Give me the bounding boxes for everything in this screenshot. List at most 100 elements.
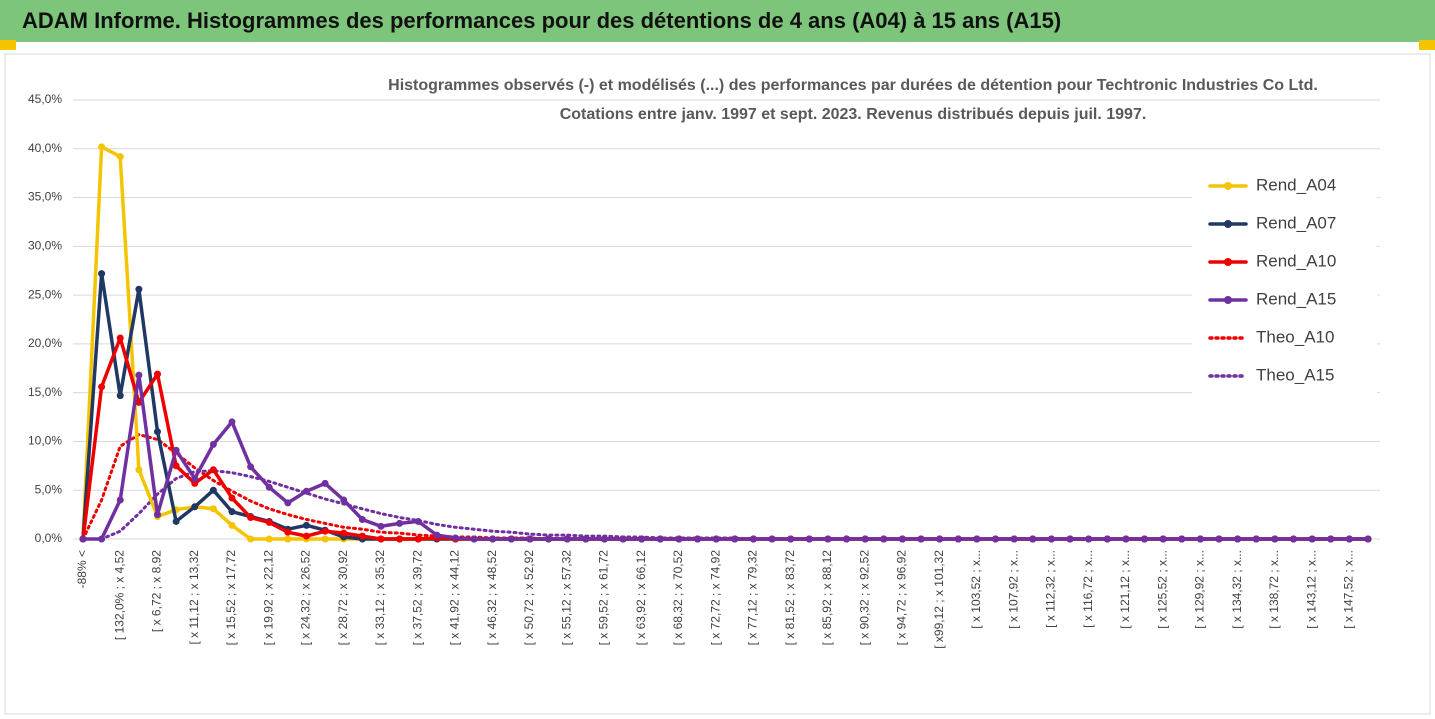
legend-label: Rend_A04	[1256, 175, 1336, 194]
x-tick-label: [ x 11,12 ; x 13,32	[187, 550, 201, 645]
legend-label: Theo_A15	[1256, 365, 1334, 384]
y-tick-label: 25,0%	[28, 287, 62, 301]
legend-label: Rend_A07	[1256, 213, 1336, 232]
x-tick-label: -88% <	[75, 550, 89, 588]
point	[917, 535, 925, 543]
point	[340, 496, 348, 504]
x-tick-label: [ x 50,72 ; x 52,92	[522, 550, 536, 646]
x-tick-label: [ x 6,72 ; x 8,92	[150, 550, 164, 632]
point	[302, 487, 310, 495]
y-tick-label: 0,0%	[35, 531, 63, 545]
point	[116, 496, 124, 504]
legend: Rend_A04 Rend_A07 Rend_A10 Rend_A15 Theo_A10…	[1192, 163, 1377, 395]
x-tick-label: [ x 63,92 ; x 66,12	[634, 550, 648, 646]
point	[489, 535, 497, 543]
point	[582, 535, 590, 543]
point	[1364, 535, 1372, 543]
point	[675, 535, 683, 543]
x-tick-label: [ x 90,32 ; x 92,52	[857, 550, 871, 646]
point	[1196, 535, 1204, 543]
point	[284, 528, 292, 536]
x-tick-label: [ x 15,52 ; x 17,72	[224, 550, 238, 646]
point	[284, 535, 292, 543]
point	[172, 446, 180, 454]
point	[98, 270, 106, 278]
point	[545, 535, 553, 543]
header-bar	[0, 0, 1435, 42]
point	[1271, 535, 1279, 543]
x-tick-label: [ x 112,32 ; x...	[1044, 550, 1058, 628]
point	[396, 535, 404, 543]
x-tick-label: [ x 121,12 ; x...	[1118, 550, 1132, 629]
point	[749, 535, 757, 543]
legend-marker	[1224, 258, 1232, 266]
x-tick-label: [ x 68,32 ; x 70,52	[671, 550, 685, 646]
point	[433, 531, 441, 539]
point	[1290, 535, 1298, 543]
point	[600, 535, 608, 543]
y-tick-label: 30,0%	[28, 239, 62, 253]
point	[414, 517, 422, 525]
point	[172, 462, 180, 470]
legend-box	[1192, 163, 1377, 395]
point	[694, 535, 702, 543]
point	[936, 535, 944, 543]
x-tick-label: [ x 107,92 ; x...	[1006, 550, 1020, 629]
point	[321, 479, 329, 487]
corner-marker	[0, 40, 16, 50]
point	[1234, 535, 1242, 543]
x-tick-label: [ x 33,12 ; x 35,32	[373, 550, 387, 646]
point	[507, 535, 515, 543]
point	[1047, 535, 1055, 543]
legend-marker	[1224, 220, 1232, 228]
point	[265, 535, 273, 543]
point	[247, 463, 255, 471]
point	[302, 521, 310, 529]
corner-marker	[1419, 40, 1435, 50]
grid: 0,0% 5,0% 10,0% 15,0% 20,0% 25,0% 30,0% 35,0% 40…	[28, 92, 1380, 649]
point	[563, 535, 571, 543]
x-tick-label: [ 132,0% ; x 4,52	[112, 550, 126, 640]
point	[116, 153, 124, 161]
point	[880, 535, 888, 543]
point	[1308, 535, 1316, 543]
legend-label: Rend_A15	[1256, 289, 1336, 308]
x-tick-label: [ x 138,72 ; x...	[1267, 550, 1281, 629]
point	[992, 535, 1000, 543]
point	[228, 418, 236, 426]
point	[284, 499, 292, 507]
x-tick-label: [ x 24,32 ; x 26,52	[299, 550, 313, 646]
x-tick-label: [ x99,12 ; x 101,32	[932, 550, 946, 649]
point	[340, 529, 348, 537]
x-tick-label: [ x 147,52 ; x...	[1342, 550, 1356, 629]
point	[526, 535, 534, 543]
x-tick-label: [ x 94,72 ; x 96,92	[895, 550, 909, 646]
point	[265, 518, 273, 526]
y-tick-label: 10,0%	[28, 434, 62, 448]
point	[768, 535, 776, 543]
point	[1141, 535, 1149, 543]
point	[712, 535, 720, 543]
point	[98, 535, 106, 543]
x-tick-label: [ x 55,12 ; x 57,32	[559, 550, 573, 646]
point	[1345, 535, 1353, 543]
x-tick-label: [ x 77,12 ; x 79,32	[746, 550, 760, 646]
point	[321, 527, 329, 535]
point	[172, 517, 180, 525]
point	[638, 535, 646, 543]
x-tick-label: [ x 19,92 ; x 22,12	[261, 550, 275, 646]
point	[414, 535, 422, 543]
point	[98, 383, 106, 391]
y-tick-label: 20,0%	[28, 336, 62, 350]
point	[1103, 535, 1111, 543]
y-tick-label: 35,0%	[28, 190, 62, 204]
point	[1066, 535, 1074, 543]
point	[228, 521, 236, 529]
point	[805, 535, 813, 543]
point	[656, 535, 664, 543]
x-tick-label: [ x 103,52 ; x...	[969, 550, 983, 629]
x-tick-label: [ x 59,52 ; x 61,72	[597, 550, 611, 646]
point	[1252, 535, 1260, 543]
point	[153, 511, 161, 519]
